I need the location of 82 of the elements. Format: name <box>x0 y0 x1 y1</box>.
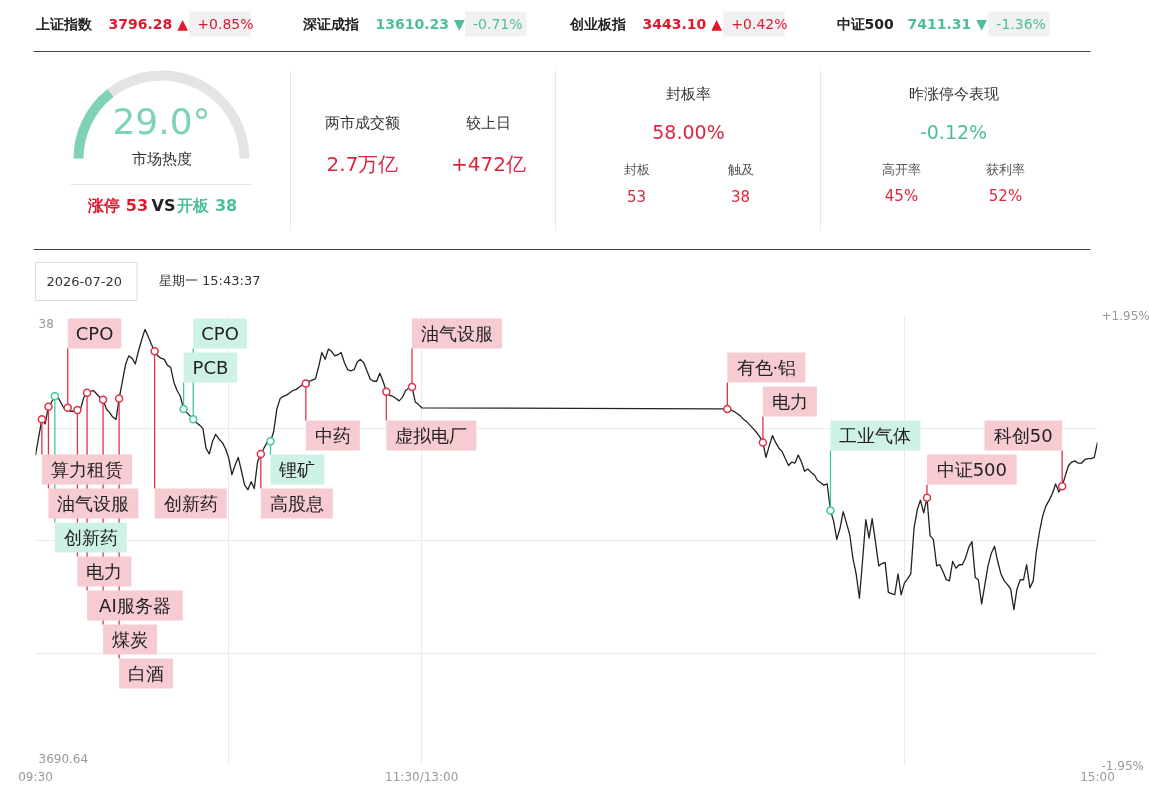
point <box>63 403 72 413</box>
text: 上证指数 <box>34 15 93 32</box>
point <box>44 402 53 411</box>
text: -0.71% <box>472 15 523 32</box>
point <box>922 493 932 503</box>
y-tick-label: +1.95% <box>1101 308 1149 323</box>
annotation: 锂矿 <box>278 459 316 480</box>
point <box>723 404 732 414</box>
point <box>98 395 108 404</box>
text: 13610.23 ▼ <box>375 15 465 32</box>
annotation: 算力租赁 <box>50 459 123 480</box>
point <box>407 382 417 392</box>
text: 3796.28 ▲ <box>108 15 189 32</box>
text: 封板率 <box>666 84 711 103</box>
point <box>256 449 266 459</box>
text: 市场热度 <box>131 149 192 168</box>
x-tick-label: 09:30 <box>18 769 53 784</box>
annotation: 有色·铝 <box>736 357 797 378</box>
text: 58.00% <box>652 120 725 143</box>
text: 高开率 <box>882 162 921 177</box>
text: 较上日 <box>466 113 511 132</box>
point <box>37 415 47 424</box>
text: 封板 <box>623 162 650 177</box>
annotation: 38 <box>38 316 54 331</box>
text: 38 <box>730 187 751 206</box>
point <box>73 405 82 415</box>
annotation: 3690.64 <box>38 751 89 766</box>
point <box>1057 482 1067 491</box>
text: +472亿 <box>451 151 526 176</box>
point <box>301 379 311 388</box>
text: 昨涨停今表现 <box>908 84 999 103</box>
annotation: 中证500 <box>936 459 1007 480</box>
chart-subtitle: 星期一 15:43:37 <box>158 273 261 288</box>
annotation: 中药 <box>314 425 351 446</box>
annotation: 油气设服 <box>57 493 130 514</box>
annotation: 创新药 <box>163 493 218 514</box>
text: +0.42% <box>731 15 788 32</box>
text: 52% <box>988 186 1023 205</box>
text: 7411.31 ▼ <box>907 15 988 32</box>
point <box>179 404 188 414</box>
point <box>50 392 60 401</box>
text: 中证500 <box>836 15 894 32</box>
text: 45% <box>884 186 919 205</box>
text: 两市成交额 <box>325 113 400 132</box>
point <box>189 415 198 424</box>
text: 创业板指 <box>568 15 626 32</box>
annotation: CPO <box>201 323 239 344</box>
text: -0.12% <box>919 120 988 143</box>
annotation: 创新药 <box>63 527 118 548</box>
annotation: AI服务器 <box>99 595 171 616</box>
text: 深证成指 <box>301 15 359 32</box>
text: VS <box>151 196 176 215</box>
text: -1.36% <box>996 15 1046 32</box>
point <box>758 438 768 447</box>
text: 3443.10 ▲ <box>642 15 723 32</box>
annotation: CPO <box>75 323 114 344</box>
point <box>382 387 391 396</box>
point <box>114 394 124 403</box>
point <box>266 437 275 446</box>
annotation: PCB <box>192 357 229 378</box>
text: 开板 38 <box>176 196 238 215</box>
text: 53 <box>626 187 647 206</box>
point <box>150 347 159 356</box>
annotation: 白酒 <box>128 663 165 684</box>
chart-title: 2026-07-20 <box>46 274 123 289</box>
point <box>82 388 92 398</box>
point <box>826 506 835 515</box>
text: 29.0° <box>112 101 211 142</box>
text: 获利率 <box>986 162 1025 177</box>
annotation: 虚拟电厂 <box>395 425 468 446</box>
text: +0.85% <box>197 15 254 32</box>
x-tick-label: 11:30/13:00 <box>385 769 459 784</box>
annotation: 油气设服 <box>421 323 494 344</box>
text: 触及 <box>727 162 754 177</box>
annotation: 电力 <box>771 391 808 412</box>
annotation: 电力 <box>86 561 123 582</box>
text: 2.7万亿 <box>326 151 399 176</box>
annotation: 科创50 <box>993 425 1053 446</box>
text: 涨停 53 <box>87 196 149 215</box>
annotation: 工业气体 <box>839 425 912 446</box>
annotation: 煤炭 <box>112 629 149 650</box>
annotation: 高股息 <box>269 493 324 514</box>
